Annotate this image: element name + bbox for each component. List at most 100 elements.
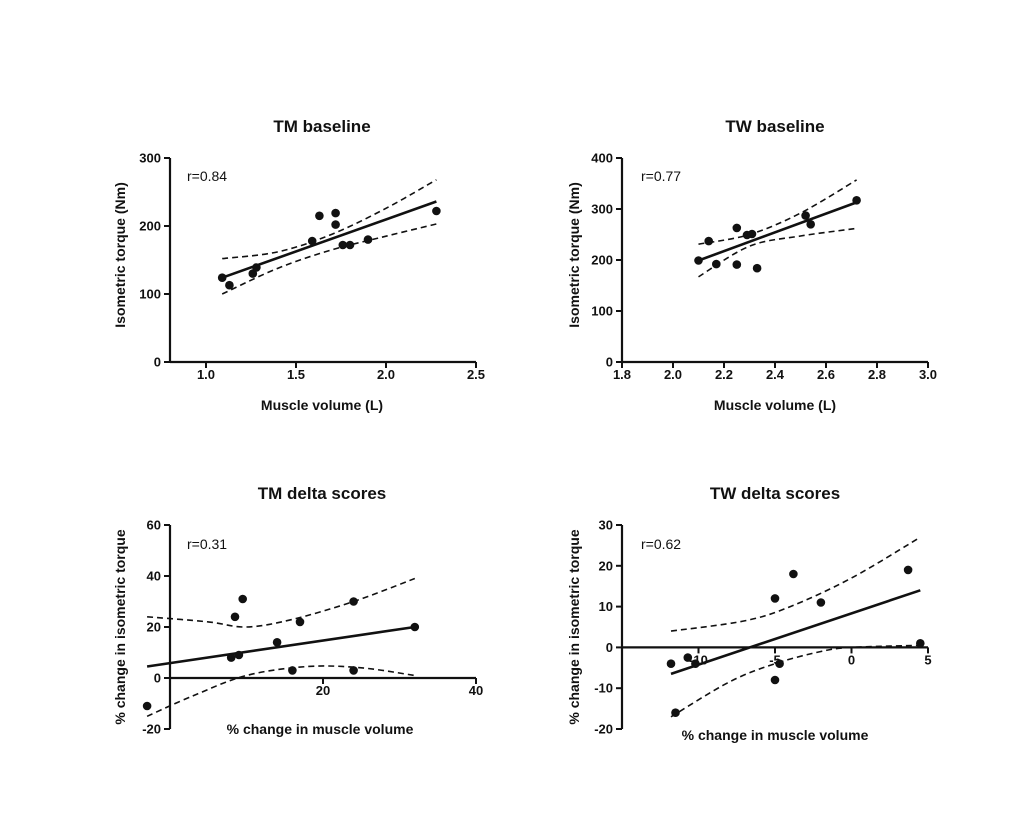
ci-lower-band <box>670 644 921 718</box>
x-tick-label: 2.6 <box>817 367 835 382</box>
regression-line <box>146 625 415 668</box>
data-point <box>903 565 913 575</box>
y-tick-label: -20 <box>594 722 613 737</box>
y-tick-label: 200 <box>591 253 613 268</box>
y-axis-label: % change in isometric torque <box>566 529 582 724</box>
data-point <box>666 659 676 668</box>
x-axis-label: % change in muscle volume <box>682 727 869 743</box>
x-tick-label: 1.8 <box>613 367 631 382</box>
x-tick-label: 40 <box>469 683 483 698</box>
correlation-annotation: r=0.31 <box>187 536 227 552</box>
correlation-annotation: r=0.84 <box>187 168 227 184</box>
x-axis-label: % change in muscle volume <box>227 721 414 737</box>
data-point <box>230 612 240 622</box>
data-point <box>338 240 348 250</box>
data-point <box>806 220 815 229</box>
y-axis-label: Isometric torque (Nm) <box>112 182 128 327</box>
ci-lower-band <box>221 223 437 295</box>
data-point <box>238 594 247 604</box>
data-point <box>331 208 340 218</box>
data-point <box>770 594 780 603</box>
data-point <box>315 211 324 221</box>
ci-upper-band <box>222 179 437 260</box>
data-point <box>916 639 925 648</box>
data-point <box>272 638 282 647</box>
regression-line <box>670 589 921 676</box>
x-tick-label: 2.2 <box>715 367 733 382</box>
y-tick-label: 100 <box>139 287 161 302</box>
y-tick-label: -20 <box>142 722 161 737</box>
y-tick-label: 100 <box>591 304 613 319</box>
x-axis-label: Muscle volume (L) <box>714 397 836 413</box>
panel-tw-delta: TW delta scores % change in muscle volum… <box>566 484 932 743</box>
y-tick-label: 0 <box>154 355 161 370</box>
x-tick-label: 1.5 <box>287 367 305 382</box>
ci-upper-band <box>147 577 416 628</box>
correlation-annotation: r=0.77 <box>641 168 681 184</box>
y-tick-label: 20 <box>599 558 613 573</box>
data-point <box>732 260 742 269</box>
y-tick-label: 20 <box>147 620 161 635</box>
x-tick-label: 3.0 <box>919 367 937 382</box>
data-point <box>671 708 680 717</box>
chart-title: TM baseline <box>273 117 370 136</box>
y-tick-label: 10 <box>599 599 613 614</box>
data-point <box>691 659 700 668</box>
data-point <box>816 598 826 607</box>
y-tick-label: 0 <box>606 355 613 370</box>
chart-title: TW baseline <box>725 117 824 136</box>
x-tick-label: 2.5 <box>467 367 485 382</box>
data-point <box>288 666 297 675</box>
data-point <box>747 229 757 239</box>
data-point <box>704 236 713 246</box>
panel-tm-baseline: TM baseline Muscle volume (L) Isometric … <box>112 117 485 413</box>
data-point <box>683 653 693 662</box>
data-point <box>345 240 355 250</box>
x-tick-label: 0 <box>848 652 855 667</box>
regression-line <box>698 201 858 262</box>
data-point <box>712 259 721 269</box>
y-axis-label: % change in isometric torque <box>112 529 128 724</box>
ci-lower-band <box>146 665 415 718</box>
correlation-annotation: r=0.62 <box>641 536 681 552</box>
x-tick-label: 20 <box>316 683 330 698</box>
data-point <box>732 223 742 233</box>
data-point <box>694 256 703 265</box>
data-point <box>252 263 261 272</box>
y-tick-label: 200 <box>139 219 161 234</box>
data-point <box>217 273 227 283</box>
y-tick-label: 400 <box>591 151 613 166</box>
x-tick-label: 5 <box>924 652 931 667</box>
data-point <box>363 235 373 244</box>
x-tick-label: -5 <box>769 652 781 667</box>
panel-tw-baseline: TW baseline Muscle volume (L) Isometric … <box>566 117 937 413</box>
data-point <box>226 653 236 662</box>
x-tick-label: 2.8 <box>868 367 886 382</box>
x-tick-label: 1.0 <box>197 367 215 382</box>
data-point <box>142 701 152 711</box>
data-point <box>295 617 305 627</box>
y-tick-label: 300 <box>591 202 613 217</box>
data-point <box>801 211 810 220</box>
x-tick-label: 2.0 <box>377 367 395 382</box>
ci-lower-band <box>698 227 857 278</box>
panel-tm-delta: TM delta scores % change in muscle volum… <box>112 484 483 737</box>
y-tick-label: 30 <box>599 518 613 533</box>
data-point <box>775 659 784 668</box>
data-point <box>331 220 340 229</box>
data-point <box>234 650 244 660</box>
chart-title: TW delta scores <box>710 484 840 503</box>
data-point <box>432 206 441 216</box>
data-point <box>789 569 798 579</box>
data-point <box>349 666 358 675</box>
ci-upper-band <box>698 179 858 245</box>
data-point <box>307 236 317 246</box>
data-point <box>225 280 234 290</box>
y-tick-label: 40 <box>147 569 161 584</box>
data-point <box>349 597 358 606</box>
y-axis-label: Isometric torque (Nm) <box>566 182 582 327</box>
y-tick-label: 0 <box>154 671 161 686</box>
chart-title: TM delta scores <box>258 484 387 503</box>
y-tick-label: -10 <box>594 681 613 696</box>
